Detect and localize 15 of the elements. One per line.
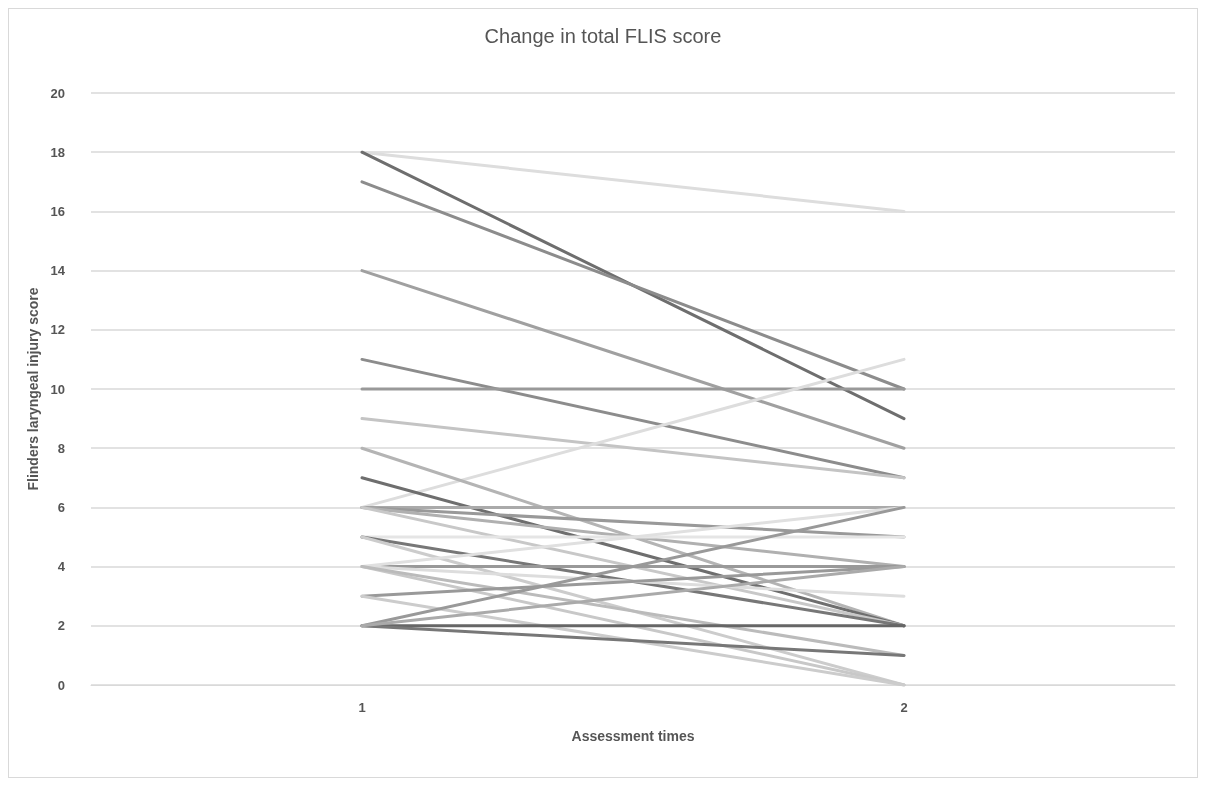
y-tick-label: 0 <box>57 677 65 693</box>
y-tick-label: 4 <box>57 559 66 575</box>
y-tick-label: 12 <box>50 322 65 338</box>
x-tick-label: 1 <box>358 700 366 715</box>
y-tick-label: 8 <box>57 440 65 456</box>
y-axis-title: Flinders laryngeal injury score <box>24 287 41 491</box>
y-tick-label: 10 <box>50 381 65 397</box>
y-tick-label: 14 <box>50 263 66 279</box>
y-tick-label: 16 <box>50 203 65 219</box>
x-axis-title: Assessment times <box>571 728 695 744</box>
y-tick-label: 18 <box>50 144 65 160</box>
y-tick-label: 20 <box>50 85 65 101</box>
y-tick-label: 2 <box>57 618 65 634</box>
chart-title: Change in total FLIS score <box>484 25 722 47</box>
y-tick-label: 6 <box>57 499 65 515</box>
